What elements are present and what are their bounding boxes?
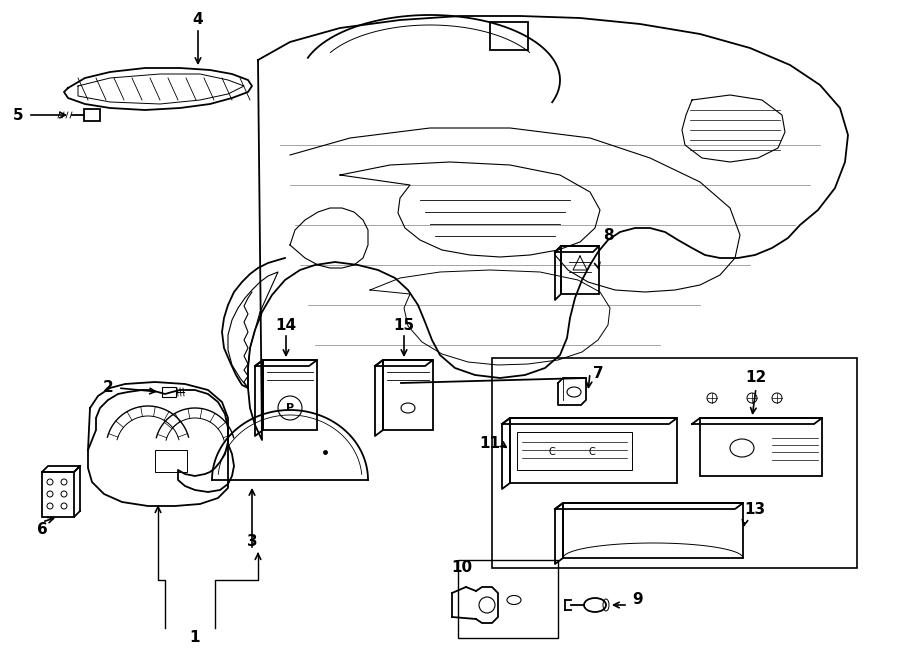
Text: 11: 11 (480, 436, 500, 451)
Text: 10: 10 (452, 561, 472, 576)
Text: 4: 4 (193, 13, 203, 28)
Bar (263, 360, 317, 430)
Bar (510, 418, 677, 483)
Bar (458, 560, 558, 638)
Text: 5: 5 (13, 108, 23, 122)
Text: 3: 3 (247, 535, 257, 549)
Text: 13: 13 (744, 502, 766, 518)
Text: 12: 12 (745, 371, 767, 385)
Bar (517, 432, 632, 470)
Bar (700, 418, 822, 476)
Text: 2: 2 (103, 381, 113, 395)
Bar (563, 503, 743, 558)
Bar (84, 109, 100, 121)
Text: C: C (549, 447, 555, 457)
Bar (492, 358, 857, 568)
Bar (383, 360, 433, 430)
Text: 6: 6 (37, 522, 48, 537)
Text: 9: 9 (633, 592, 643, 607)
Bar (490, 22, 528, 50)
Text: 14: 14 (275, 317, 297, 332)
Bar (42, 472, 74, 517)
Bar (561, 246, 599, 294)
Text: 8: 8 (603, 227, 613, 243)
Text: P: P (286, 403, 294, 413)
Bar (155, 450, 187, 472)
Text: C: C (589, 447, 596, 457)
Text: 7: 7 (593, 366, 603, 381)
Text: 1: 1 (190, 631, 200, 646)
Text: 15: 15 (393, 317, 415, 332)
Bar (162, 387, 176, 397)
